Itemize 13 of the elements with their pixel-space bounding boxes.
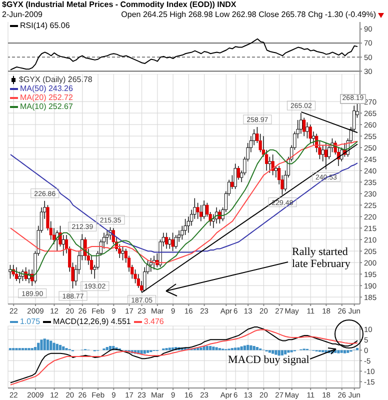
legend-label: RSI(14) 65.06 [20, 21, 70, 30]
annotation: MACD buy signal [228, 354, 310, 366]
legend-title: $GYX (Daily) 265.78 [19, 75, 92, 84]
legend-label: MA(10) 252.67 [20, 102, 73, 111]
legend-label: 3.476 [144, 317, 164, 326]
text: Open 264.25 High 268.98 Low 262.98 Close 265.78 Chg -1.30 (-0.49%) [121, 10, 376, 19]
chart-title: $GYX (Industrial Metal Prices - Commodity Index (EOD)) INDX [2, 0, 236, 9]
legend-label: MA(20) 252.72 [20, 93, 73, 102]
legend-label: MACD(12,26,9) 4.551 [53, 317, 131, 326]
legend-label: 1.075 [20, 317, 40, 326]
text: 2-Jun-2009 [2, 10, 42, 19]
annotation: Rally started late February [292, 246, 352, 270]
legend-label: MA(50) 243.26 [20, 84, 73, 93]
